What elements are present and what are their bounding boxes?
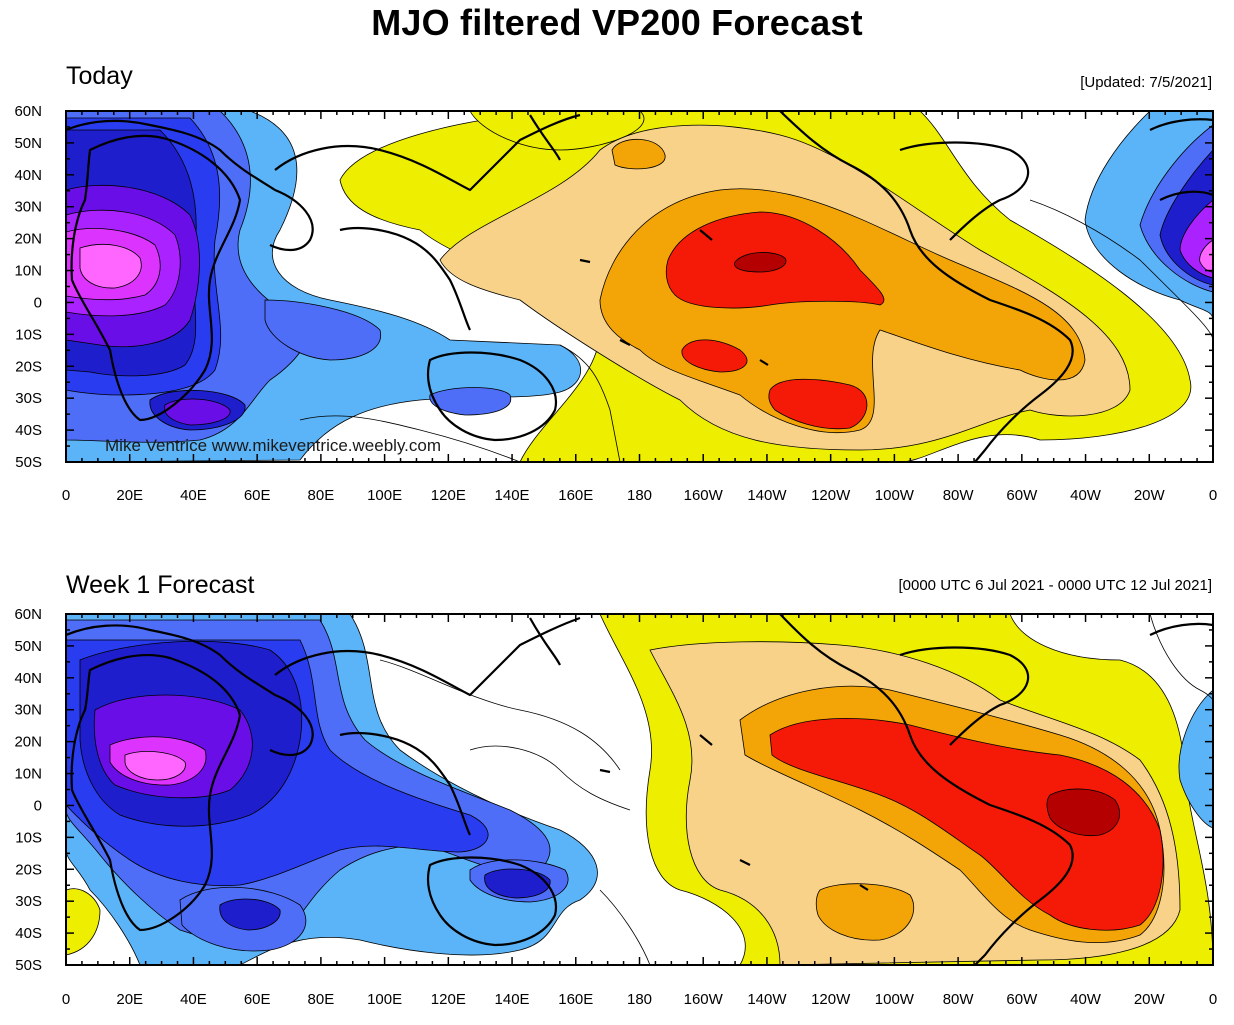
lat-label: 40S — [15, 925, 42, 942]
lat-label: 10S — [15, 829, 42, 846]
lon-label: 80E — [308, 991, 335, 1008]
contour-line — [469, 745, 631, 811]
contour-pos1b — [469, 111, 645, 151]
shading-week1 — [66, 614, 1213, 965]
lon-label: 120E — [431, 991, 466, 1008]
panel-today: Today [Updated: 7/5/2021] — [0, 0, 1234, 510]
lat-label: 50S — [15, 454, 42, 471]
axes-today: 60N 50N 40N 30N 20N 10N 0 10S 20S 30S 40S 50S 0 20E 40… — [14, 103, 1217, 504]
map-week1: 60N 50N 40N 30N 20N 10N 0 10S 20S 30S 40S 50S 0 20E 40… — [14, 606, 1217, 1008]
axes-week1: 60N 50N 40N 30N 20N 10N 0 10S 20S 30S 40S 50S 0 20E 40… — [14, 606, 1217, 1008]
contour-line — [1149, 614, 1213, 701]
lon-label: 180 — [627, 487, 652, 504]
contour-pos3b — [815, 883, 915, 941]
lon-label: 100E — [367, 991, 402, 1008]
shading-today — [66, 111, 1213, 462]
contour-neg7 — [79, 243, 142, 289]
contour-pos1b — [66, 888, 101, 956]
lon-label: 100W — [875, 991, 915, 1008]
contour-neg3c — [484, 868, 551, 899]
contour-pos5 — [734, 252, 787, 273]
contour-pos4b — [681, 339, 748, 373]
lon-label: 60W — [1006, 487, 1038, 504]
lat-label: 60N — [14, 606, 42, 623]
coastlines-today — [66, 111, 1213, 462]
lat-label: 50N — [14, 135, 42, 152]
lat-label: 20S — [15, 358, 42, 375]
contour-pos5 — [1046, 788, 1120, 837]
lon-label: 40E — [180, 487, 207, 504]
lat-label: 50N — [14, 638, 42, 655]
main-title: MJO filtered VP200 Forecast — [371, 2, 863, 43]
lat-label: 60N — [14, 103, 42, 120]
lon-label: 40W — [1070, 991, 1102, 1008]
contour-line — [299, 415, 521, 462]
coastlines-week1 — [66, 614, 1213, 965]
contour-neg7 — [124, 751, 186, 781]
lon-label: 20E — [116, 487, 143, 504]
lon-label: 40W — [1070, 487, 1102, 504]
lat-label: 20S — [15, 861, 42, 878]
lon-label: 100E — [367, 487, 402, 504]
lat-label: 20N — [14, 734, 42, 751]
lon-label: 20E — [116, 991, 143, 1008]
lon-label: 0 — [1209, 487, 1217, 504]
lat-label: 0 — [34, 797, 42, 814]
lon-label: 160W — [684, 991, 724, 1008]
lat-label: 20N — [14, 231, 42, 248]
contour-line — [379, 659, 621, 771]
lon-label: 120W — [811, 991, 851, 1008]
lon-label: 0 — [62, 991, 70, 1008]
lon-label: 40E — [180, 991, 207, 1008]
lon-label: 140W — [747, 991, 787, 1008]
contour-line — [1029, 199, 1213, 341]
lon-label: 0 — [62, 487, 70, 504]
contour-pos4c — [768, 378, 868, 430]
lon-label: 60E — [244, 487, 271, 504]
contour-neg3b — [219, 898, 281, 931]
panel-note: [Updated: 7/5/2021] — [1080, 74, 1212, 91]
lat-label: 10N — [14, 766, 42, 783]
lat-label: 10S — [15, 326, 42, 343]
contour-line — [559, 344, 621, 462]
lat-label: 10N — [14, 263, 42, 280]
lon-label: 20W — [1134, 487, 1166, 504]
lat-label: 0 — [34, 294, 42, 311]
panel-title: Today — [66, 62, 133, 90]
lon-label: 100W — [875, 487, 915, 504]
lon-label: 140W — [747, 487, 787, 504]
lon-label: 20W — [1134, 991, 1166, 1008]
map-today: 60N 50N 40N 30N 20N 10N 0 10S 20S 30S 40S 50S 0 20E 40… — [14, 103, 1217, 504]
contour-line — [599, 889, 651, 965]
lat-label: 50S — [15, 957, 42, 974]
lon-label: 80E — [308, 487, 335, 504]
lon-label: 140E — [495, 487, 530, 504]
lon-label: 120E — [431, 487, 466, 504]
lat-label: 30S — [15, 893, 42, 910]
contour-neg0-east — [1178, 689, 1213, 829]
contour-neg7-east — [1199, 239, 1213, 273]
lat-label: 40S — [15, 422, 42, 439]
contour-pos3b — [611, 138, 666, 170]
lon-label: 120W — [811, 487, 851, 504]
lon-label: 60E — [244, 991, 271, 1008]
lon-label: 160E — [558, 991, 593, 1008]
lon-label: 0 — [1209, 991, 1217, 1008]
lat-label: 40N — [14, 167, 42, 184]
lon-label: 60W — [1006, 991, 1038, 1008]
lat-label: 30S — [15, 390, 42, 407]
contour-neg4b — [164, 398, 231, 426]
lon-label: 160W — [684, 487, 724, 504]
lat-label: 30N — [14, 199, 42, 216]
lat-label: 30N — [14, 702, 42, 719]
lon-label: 180 — [627, 991, 652, 1008]
contour-neg1b — [264, 299, 381, 361]
lon-label: 80W — [943, 487, 975, 504]
credit-text: Mike Ventrice www.mikeventrice.weebly.co… — [105, 436, 441, 455]
lon-label: 140E — [495, 991, 530, 1008]
lon-label: 80W — [943, 991, 975, 1008]
lon-label: 160E — [558, 487, 593, 504]
lat-label: 40N — [14, 670, 42, 687]
